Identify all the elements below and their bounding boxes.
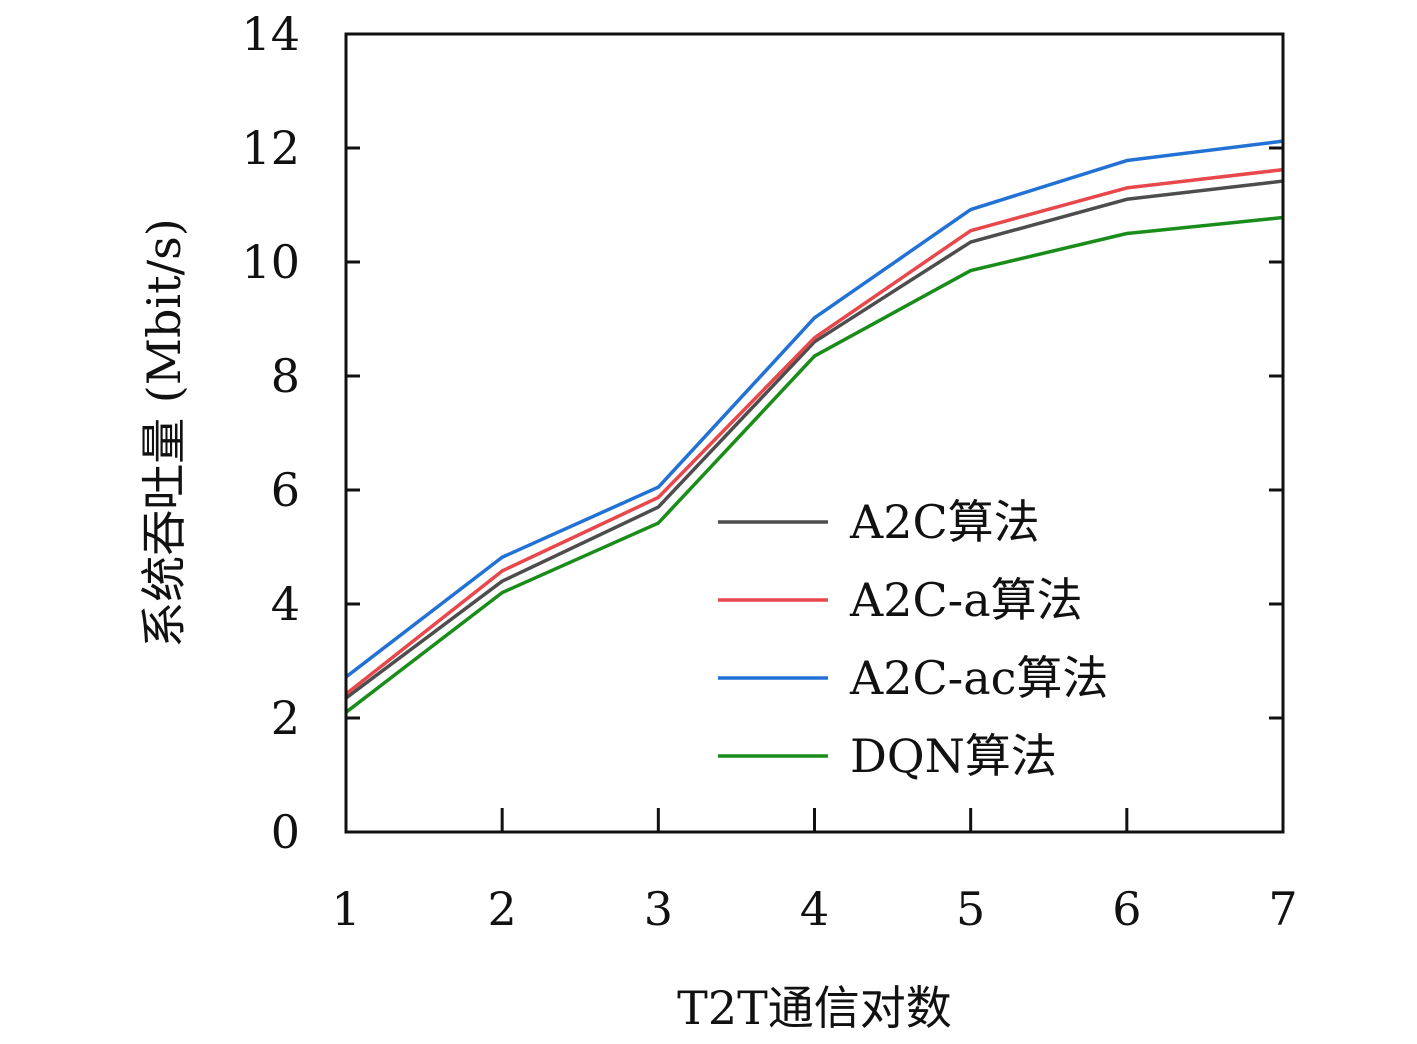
- x-tick-label: 5: [956, 882, 985, 936]
- x-tick-label: 2: [488, 882, 517, 936]
- y-tick-label: 12: [241, 121, 300, 175]
- x-tick-label: 7: [1268, 882, 1297, 936]
- legend-label-4: DQN算法: [850, 729, 1057, 783]
- x-tick-label: 3: [644, 882, 673, 936]
- x-tick-label: 4: [800, 882, 829, 936]
- legend-label-1: A2C算法: [849, 495, 1040, 549]
- y-axis-title: 系统吞吐量 (Mbit/s): [137, 218, 191, 647]
- y-tick-label: 14: [241, 7, 300, 61]
- legend: A2C算法 A2C-a算法 A2C-ac算法 DQN算法: [718, 495, 1108, 783]
- series-line-2: [344, 167, 1284, 696]
- y-tick-label: 6: [271, 463, 300, 517]
- y-tick-label: 8: [271, 349, 300, 403]
- x-axis-title: T2T通信对数: [677, 981, 952, 1035]
- series-line-3: [344, 139, 1284, 679]
- y-tick-label: 2: [271, 691, 300, 745]
- x-tick-label: 6: [1112, 882, 1141, 936]
- series-line-1: [344, 179, 1284, 700]
- legend-label-3: A2C-ac算法: [849, 651, 1108, 705]
- y-tick-label: 10: [241, 235, 300, 289]
- legend-label-2: A2C-a算法: [849, 573, 1083, 627]
- y-tick-label: 4: [271, 577, 300, 631]
- series-lines: [344, 139, 1284, 714]
- plot-frame: [344, 32, 1285, 834]
- y-tick-label: 0: [271, 805, 300, 859]
- y-axis-ticks: 0 2 4 6 8 10 12 14: [241, 7, 1283, 859]
- x-axis-ticks: 1 2 3 4 5 6 7: [331, 808, 1298, 936]
- x-tick-label: 1: [331, 882, 360, 936]
- series-line-4: [344, 215, 1284, 714]
